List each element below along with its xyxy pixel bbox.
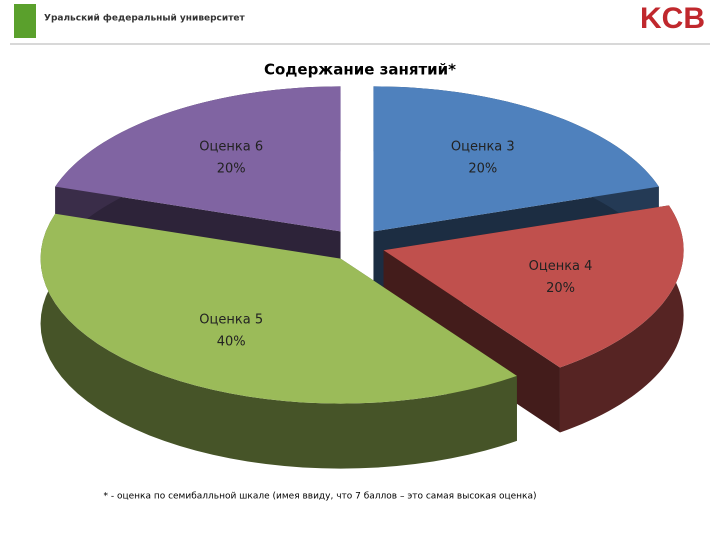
slice-category: Оценка 4 xyxy=(529,258,593,273)
slice-label: Оценка 4 20% xyxy=(529,258,593,295)
slice-label: Оценка 3 20% xyxy=(451,139,515,176)
left-logo: Уральский федеральный университет xyxy=(44,14,246,24)
urfu-mark xyxy=(14,4,36,38)
pie-slice xyxy=(55,86,341,232)
slice-category: Оценка 6 xyxy=(199,139,263,154)
slice-category: Оценка 5 xyxy=(199,312,263,327)
slice-outer-wall xyxy=(559,205,684,433)
slice-outer-wall xyxy=(40,213,517,469)
pie-slice xyxy=(383,205,684,368)
slice-value-label: 20% xyxy=(217,161,246,176)
right-logo: KCB xyxy=(640,2,705,35)
slice-value-label: 40% xyxy=(217,334,246,349)
pie-slice xyxy=(373,86,659,232)
slice-value-label: 20% xyxy=(546,280,575,295)
slice-category: Оценка 3 xyxy=(451,139,515,154)
slice-label: Оценка 5 40% xyxy=(199,312,263,349)
chart-title: Содержание занятий* xyxy=(264,61,456,79)
pie: Оценка 3 20%Оценка 4 20%Оценка 5 40%Оценка … xyxy=(40,86,684,469)
slice-value-label: 20% xyxy=(468,161,497,176)
pie-slice xyxy=(40,213,517,404)
slice-label: Оценка 6 20% xyxy=(199,139,263,176)
footnote: * - оценка по семибалльной шкале (имея в… xyxy=(103,492,536,502)
